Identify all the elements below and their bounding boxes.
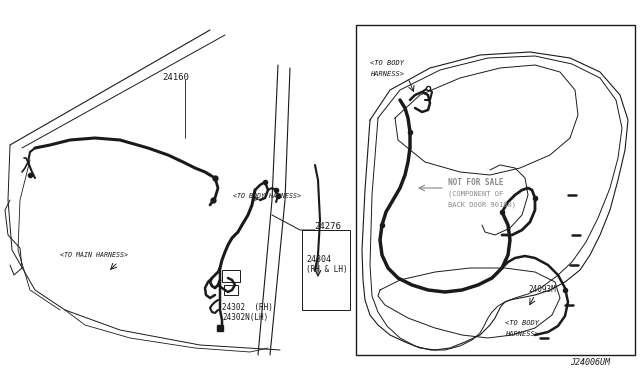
Bar bbox=[302, 230, 350, 310]
Text: 24302N(LH): 24302N(LH) bbox=[222, 313, 268, 322]
Text: <TO BODY: <TO BODY bbox=[505, 320, 539, 326]
Text: <TO MAIN HARNESS>: <TO MAIN HARNESS> bbox=[60, 252, 128, 258]
Text: 24302  (RH): 24302 (RH) bbox=[222, 303, 273, 312]
Text: 24160: 24160 bbox=[162, 73, 189, 82]
Text: NOT FOR SALE: NOT FOR SALE bbox=[448, 178, 504, 187]
Text: J24006UM: J24006UM bbox=[570, 358, 610, 367]
Text: HARNESS>: HARNESS> bbox=[370, 71, 404, 77]
Text: 24304: 24304 bbox=[306, 255, 331, 264]
Text: (COMPONENT OF: (COMPONENT OF bbox=[448, 190, 503, 196]
Bar bbox=[224, 285, 238, 295]
Text: (RH & LH): (RH & LH) bbox=[306, 265, 348, 274]
Text: HARNESS>: HARNESS> bbox=[505, 331, 539, 337]
Text: 24093M: 24093M bbox=[528, 285, 556, 294]
Bar bbox=[222, 270, 240, 282]
Bar bbox=[356, 25, 635, 355]
Text: <TO BODY HARNESS>: <TO BODY HARNESS> bbox=[233, 193, 301, 199]
Text: 24276: 24276 bbox=[314, 222, 341, 231]
Text: <TO BODY: <TO BODY bbox=[370, 60, 404, 66]
Text: BACK DOOR 90100): BACK DOOR 90100) bbox=[448, 201, 516, 208]
